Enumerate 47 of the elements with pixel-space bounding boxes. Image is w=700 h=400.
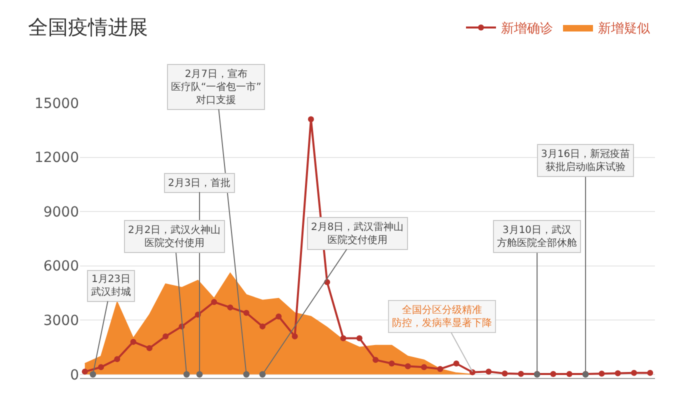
point bbox=[453, 360, 460, 367]
point bbox=[292, 333, 298, 340]
y-tick-label: 6000 bbox=[43, 258, 79, 275]
point bbox=[114, 356, 120, 362]
point bbox=[631, 370, 637, 376]
point bbox=[486, 368, 492, 375]
point bbox=[227, 304, 234, 310]
point bbox=[162, 333, 169, 340]
point bbox=[211, 299, 218, 306]
point bbox=[518, 370, 524, 377]
point bbox=[308, 116, 314, 122]
annotation: 全国分区分级精准防控，发病率显著下降 bbox=[392, 304, 492, 329]
y-tick-label: 3000 bbox=[43, 313, 79, 330]
point bbox=[421, 364, 428, 370]
point bbox=[82, 368, 88, 375]
point bbox=[130, 338, 136, 345]
legend-label: 新增疑似 bbox=[598, 22, 650, 37]
annotation: 2月8日，武汉雷神山医院交付使用 bbox=[311, 221, 404, 246]
y-tick-label: 0 bbox=[70, 367, 79, 384]
y-tick-label: 9000 bbox=[43, 204, 79, 220]
point bbox=[437, 366, 444, 372]
point bbox=[340, 335, 346, 342]
point bbox=[502, 370, 508, 376]
point bbox=[356, 335, 362, 342]
annotation: 1月23日武汉封城 bbox=[91, 274, 131, 298]
point bbox=[276, 313, 282, 320]
point bbox=[598, 370, 605, 377]
annotation: 2月3日，首批 bbox=[168, 177, 231, 189]
point bbox=[566, 371, 572, 378]
point bbox=[372, 356, 379, 363]
point bbox=[260, 323, 266, 330]
point bbox=[388, 360, 395, 367]
chart-title: 全国疫情进展 bbox=[28, 15, 148, 39]
annotation: 2月2日，武汉火神山医院交付使用 bbox=[128, 224, 221, 249]
point bbox=[146, 345, 152, 352]
annotation: 3月16日，新冠疫苗获批启动临床试验 bbox=[541, 148, 630, 173]
annotation: 2月7日，宣布医疗队“一省包一市”对口支援 bbox=[171, 68, 262, 106]
y-tick-label: 15000 bbox=[34, 96, 79, 112]
point bbox=[550, 371, 556, 378]
point bbox=[404, 363, 411, 370]
point bbox=[647, 370, 654, 376]
point bbox=[243, 310, 250, 316]
legend-label: 新增确诊 bbox=[501, 22, 553, 37]
point bbox=[614, 370, 621, 376]
y-tick-label: 12000 bbox=[34, 150, 79, 166]
annotation: 3月10日，武汉方舱医院全部休舱 bbox=[497, 224, 577, 249]
point bbox=[98, 364, 104, 370]
